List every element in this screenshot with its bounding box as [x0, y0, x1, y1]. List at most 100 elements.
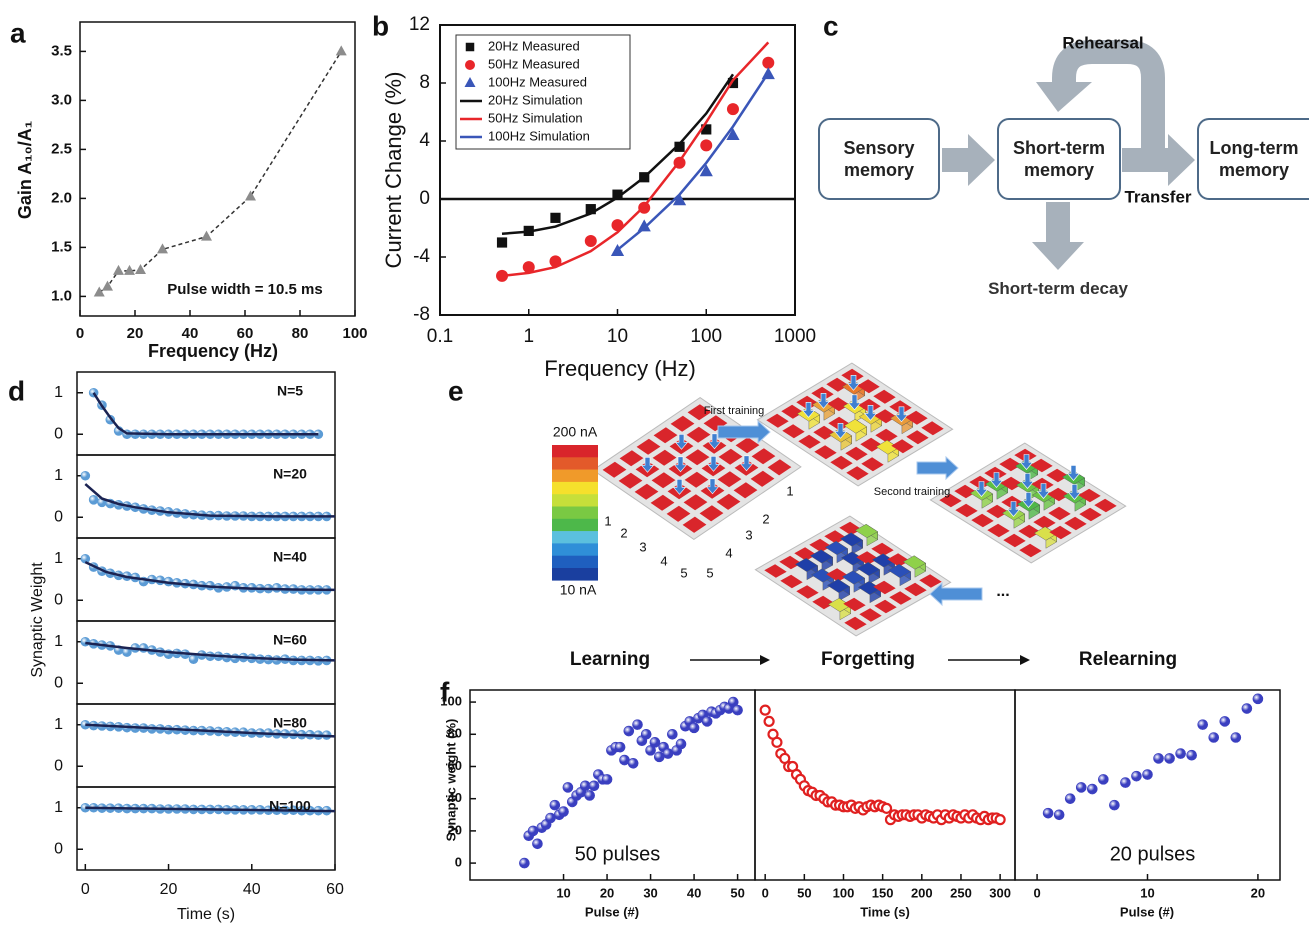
series-line — [84, 483, 335, 518]
legend-label: 50Hz Simulation — [488, 110, 583, 125]
colorbar-min: 10 nA — [560, 582, 597, 598]
x-tick-label: 30 — [643, 885, 657, 900]
cell — [843, 597, 866, 612]
cell — [856, 561, 881, 577]
cell — [875, 428, 898, 443]
cell — [887, 553, 910, 567]
cell — [683, 494, 708, 511]
x-tick-label: 0 — [1033, 885, 1040, 900]
legend-label: 20Hz Measured — [488, 38, 580, 53]
x-tick-label: 1000 — [774, 326, 816, 347]
cell — [887, 563, 912, 579]
marker — [1252, 693, 1264, 705]
diagram-node: Sensory memory — [818, 118, 940, 200]
annotation: N=100 — [269, 798, 311, 814]
cell — [809, 538, 832, 553]
x-tick-label: 40 — [687, 885, 701, 900]
plot-frame — [76, 786, 336, 871]
x-tick-label: 60 — [326, 881, 344, 898]
cell — [904, 582, 927, 597]
legend-label: 50Hz Measured — [488, 56, 580, 71]
cell — [703, 415, 728, 432]
cell — [779, 555, 802, 570]
cell — [824, 530, 847, 544]
step-label: Second training — [874, 486, 950, 498]
cell — [687, 404, 712, 421]
arrow-icon — [1067, 484, 1082, 500]
y-tick-label: 0 — [419, 188, 430, 209]
arrow-icon — [1021, 492, 1036, 508]
cell — [718, 448, 743, 465]
marker — [102, 280, 113, 291]
cell — [919, 574, 942, 588]
y-tick-label: -4 — [413, 246, 430, 267]
stage-arrow-head — [760, 655, 770, 665]
marker — [727, 696, 739, 708]
series-line — [501, 73, 735, 236]
marker — [1098, 774, 1109, 785]
stage-label: Relearning — [1079, 649, 1177, 670]
cell — [824, 540, 849, 556]
grid-number: 1 — [604, 513, 611, 528]
marker — [632, 719, 643, 730]
colorbar-step — [552, 494, 598, 507]
stage-label: Learning — [570, 649, 650, 670]
x-tick-label: 20 — [127, 325, 144, 342]
arrow-icon — [706, 455, 721, 472]
y-tick-label: 3.5 — [51, 42, 72, 59]
plot-frame — [79, 21, 356, 317]
panel-letter: d — [8, 375, 25, 406]
arrow-icon — [1036, 483, 1051, 499]
cell — [716, 493, 741, 510]
cell — [767, 459, 792, 476]
cell — [905, 410, 928, 425]
annotation: N=5 — [277, 383, 303, 399]
cell — [602, 461, 627, 478]
arrow-icon — [640, 456, 655, 473]
marker — [699, 164, 713, 177]
y-tick-label: 3.0 — [51, 91, 72, 108]
y-tick-label: 0 — [54, 840, 63, 857]
marker — [1208, 732, 1220, 743]
arrow-icon — [707, 433, 722, 450]
legend-box — [455, 34, 631, 150]
cell — [921, 421, 944, 436]
annotation: N=80 — [273, 715, 307, 731]
y-tick-label: 1 — [54, 384, 63, 401]
marker — [771, 736, 783, 748]
grid-number: 4 — [725, 545, 732, 560]
grid-number: 2 — [620, 525, 627, 540]
y-tick-label: 2.0 — [51, 189, 72, 206]
y-tick-label: 0 — [455, 855, 462, 870]
panel-letter: b — [372, 10, 389, 41]
cell — [889, 591, 912, 605]
colorbar-step — [552, 445, 598, 458]
y-tick-label: 1 — [54, 633, 63, 650]
marker — [584, 790, 595, 801]
marker — [759, 704, 771, 716]
marker — [245, 190, 256, 201]
x-tick-label: 1 — [523, 326, 534, 347]
grid-number: 3 — [745, 527, 752, 542]
cell — [796, 585, 819, 599]
marker — [1131, 770, 1142, 782]
cell — [781, 404, 804, 419]
colorbar-step — [552, 531, 598, 544]
cell — [1033, 515, 1056, 530]
cell — [751, 448, 776, 465]
cell — [986, 504, 1009, 519]
cell — [845, 446, 868, 461]
cell — [906, 430, 929, 445]
cell — [684, 471, 709, 488]
y-tick-label: 12 — [409, 14, 430, 35]
marker — [667, 728, 678, 740]
cell — [939, 493, 962, 508]
cell — [827, 397, 850, 412]
cell — [794, 547, 817, 561]
cell — [954, 484, 977, 499]
cell — [619, 450, 644, 467]
cell — [634, 483, 659, 500]
marker — [627, 757, 639, 769]
colorbar-step — [552, 469, 598, 483]
x-axis-label: Pulse (#) — [585, 904, 639, 919]
